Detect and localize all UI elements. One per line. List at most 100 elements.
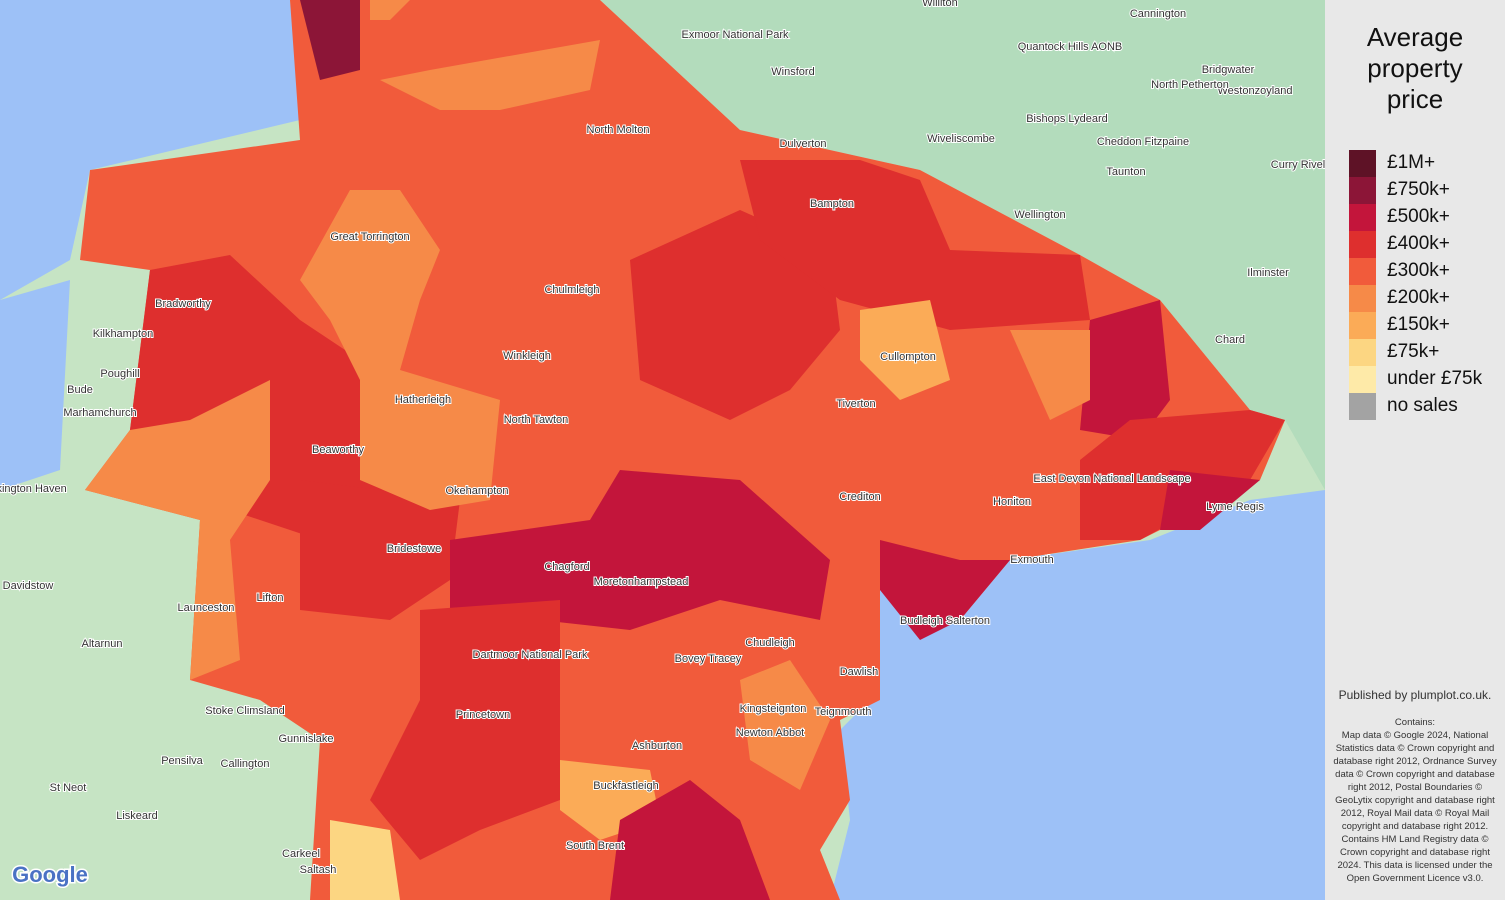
place-label: Bridgwater <box>1202 64 1255 76</box>
land <box>600 0 1325 490</box>
place-label: Bridestowe <box>387 543 441 555</box>
legend-label: £1M+ <box>1387 152 1436 173</box>
place-label: Chard <box>1215 334 1245 346</box>
legend-swatch <box>1349 285 1376 312</box>
place-label: Callington <box>221 758 270 770</box>
logo: Google <box>12 862 88 887</box>
place-label: Ashburton <box>632 740 682 752</box>
region <box>1160 470 1260 530</box>
region <box>370 0 410 20</box>
region <box>300 190 500 510</box>
place-label: Crediton <box>839 491 881 503</box>
legend-swatch <box>1349 150 1376 177</box>
place-label: Marhamchurch <box>63 407 136 419</box>
place-label: Cannington <box>1130 8 1186 20</box>
legend-title: Average property price <box>1366 22 1464 114</box>
place-label: Winkleigh <box>503 350 551 362</box>
legend-swatch <box>1349 204 1376 231</box>
region <box>450 470 830 630</box>
place-label: Stoke Climsland <box>205 705 284 717</box>
region <box>300 0 360 80</box>
legend-swatch <box>1349 366 1376 393</box>
place-label: St Neot <box>50 782 87 794</box>
place-label: Westonzoyland <box>1217 85 1292 97</box>
region <box>370 600 560 860</box>
place-label: Saltash <box>300 864 337 876</box>
place-label: Newton Abbot <box>736 727 805 739</box>
region <box>740 160 1090 330</box>
region <box>1010 330 1090 420</box>
place-label: Chagford <box>544 561 589 573</box>
map: Exmoor National Park Winsford Dulverton Wil… <box>0 0 1325 900</box>
place-label: Exmoor National Park <box>682 29 789 41</box>
region <box>630 210 840 420</box>
credits-heading: Contains: <box>1394 717 1436 728</box>
place-label: Princetown <box>456 709 510 721</box>
region <box>1080 300 1170 440</box>
region <box>860 300 950 400</box>
place-label: Gunnislake <box>278 733 333 745</box>
place-label: Buckfastleigh <box>593 780 658 792</box>
publisher: Published by plumplot.co.uk. <box>1338 688 1492 702</box>
place-label: Lifton <box>257 592 284 604</box>
place-label: Dulverton <box>779 138 826 150</box>
place-label: Lyme Regis <box>1206 501 1264 513</box>
place-label: Winsford <box>771 66 814 78</box>
place-label: Crackington Haven <box>0 483 67 495</box>
legend-label: £75k+ <box>1387 341 1440 362</box>
place-label: Kilkhampton <box>93 328 154 340</box>
place-label: Pensilva <box>161 755 203 767</box>
legend-swatch <box>1349 231 1376 258</box>
region <box>880 540 1010 640</box>
legend-swatch <box>1349 312 1376 339</box>
place-label: Dartmoor National Park <box>473 649 588 661</box>
legend-swatch <box>1349 393 1376 420</box>
place-label: Beaworthy <box>312 444 364 456</box>
legend-swatch <box>1349 258 1376 285</box>
legend-swatch <box>1349 339 1376 366</box>
place-label: South Brent <box>566 840 624 852</box>
place-label: Launceston <box>178 602 235 614</box>
legend-label: £300k+ <box>1387 260 1450 281</box>
place-label: North Petherton <box>1151 79 1229 91</box>
region <box>300 480 460 620</box>
legend-label: £500k+ <box>1387 206 1450 227</box>
legend-label: £200k+ <box>1387 287 1450 308</box>
place-label: Wellington <box>1014 209 1065 221</box>
region <box>330 820 400 900</box>
place-label: North Molton <box>587 124 650 136</box>
place-label: Liskeard <box>116 810 158 822</box>
region <box>380 40 600 110</box>
place-label: Tiverton <box>836 398 875 410</box>
place-label: Bampton <box>810 198 854 210</box>
place-label: Curry Rivel <box>1271 159 1325 171</box>
place-label: Hatherleigh <box>395 394 451 406</box>
credits: Contains: Map data © Google 2024, Nationa… <box>1329 716 1501 885</box>
place-label: Ilminster <box>1247 267 1289 279</box>
place-label: North Tawton <box>504 414 569 426</box>
legend-panel: Average property price £1M+ £750k+ £500k+ £… <box>1325 0 1505 900</box>
place-label: East Devon National Landscape <box>1033 473 1190 485</box>
region <box>740 660 830 790</box>
place-label: Davidstow <box>3 580 54 592</box>
legend-swatch <box>1349 177 1376 204</box>
place-label: Budleigh Salterton <box>900 615 990 627</box>
place-label: Bishops Lydeard <box>1026 113 1108 125</box>
place-label: Kingsteignton <box>740 703 807 715</box>
place-label: Taunton <box>1106 166 1145 178</box>
credits-text: Map data © Google 2024, National Statist… <box>1333 730 1497 884</box>
place-label: Honiton <box>993 496 1031 508</box>
place-label: Wiveliscombe <box>927 133 995 145</box>
place-label: Okehampton <box>446 485 509 497</box>
place-label: Moretonhampstead <box>594 576 689 588</box>
sea <box>830 490 1325 900</box>
place-label: Altarnun <box>82 638 123 650</box>
legend-label: £400k+ <box>1387 233 1450 254</box>
place-label: Dawlish <box>840 666 879 678</box>
place-label: Bude <box>67 384 93 396</box>
place-label: Quantock Hills AONB <box>1018 41 1123 53</box>
place-label: Bradworthy <box>155 298 211 310</box>
place-label: Teignmouth <box>815 706 872 718</box>
place-label: Bovey Tracey <box>675 653 742 665</box>
